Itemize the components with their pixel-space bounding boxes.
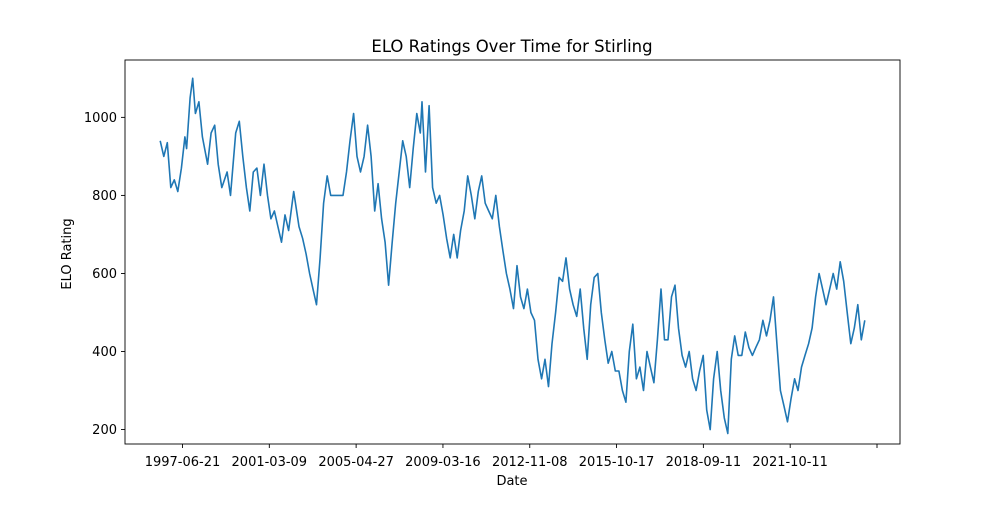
y-tick-label: 800 (92, 189, 117, 204)
axes-frame (124, 59, 901, 445)
x-tick-label: 2015-10-17 (579, 455, 655, 470)
y-tick-label: 200 (92, 423, 117, 438)
x-tick-label: 2012-11-08 (492, 455, 568, 470)
x-tick-label: 2001-03-09 (232, 455, 308, 470)
x-tick-label: 2005-04-27 (318, 455, 394, 470)
y-axis-label: ELO Rating (60, 218, 75, 289)
plot-area: 200 400 600 800 1000 1997-06-21 2001-03-09 2005… (84, 59, 901, 470)
chart-title: ELO Ratings Over Time for Stirling (371, 37, 652, 56)
y-tick-label: 1000 (84, 111, 117, 126)
y-tick-label: 600 (92, 267, 117, 282)
y-tick-label: 400 (92, 345, 117, 360)
x-axis-label: Date (496, 474, 527, 489)
x-tick-label: 2009-03-16 (405, 455, 481, 470)
elo-series-line (159, 77, 866, 435)
x-tick-label: 2021-10-11 (752, 455, 828, 470)
x-tick-label: 1997-06-21 (145, 455, 221, 470)
x-tick-label: 2018-09-11 (666, 455, 742, 470)
